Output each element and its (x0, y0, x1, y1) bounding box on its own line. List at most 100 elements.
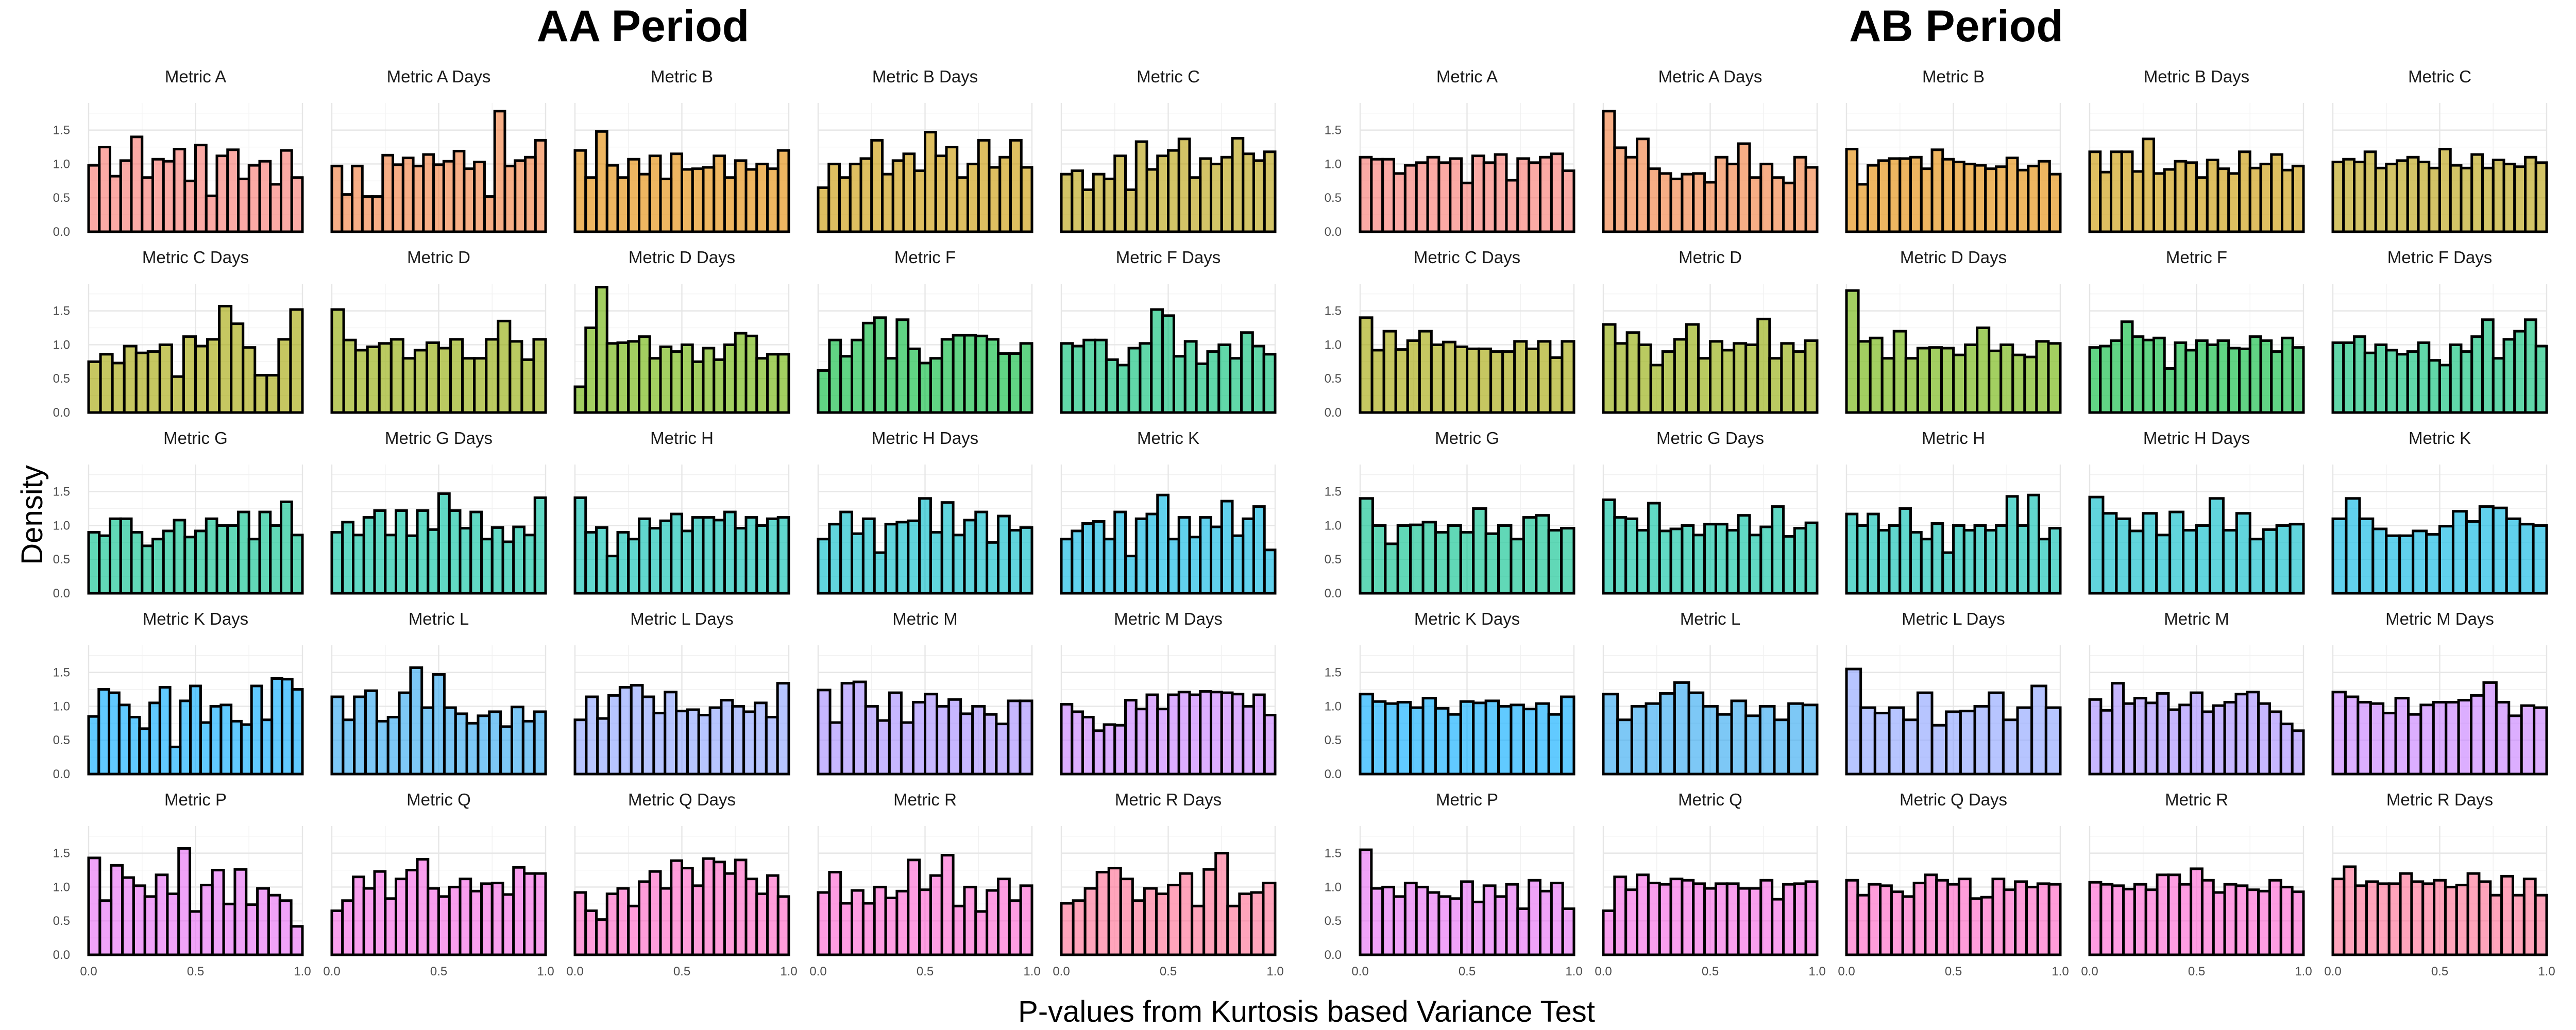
histogram-bar (291, 688, 304, 776)
histogram-bar (520, 358, 535, 414)
histogram-bar (1528, 161, 1541, 233)
histogram-bar (1263, 150, 1277, 233)
histogram-bar (2238, 347, 2251, 414)
histogram-bar (437, 347, 452, 414)
histogram-bar (998, 156, 1012, 233)
histogram-bar (2279, 885, 2294, 956)
facet-panel-aa-metric-f-days: Metric F Days (1060, 248, 1277, 414)
y-tick-label: 0.5 (53, 191, 70, 205)
histogram-bar (523, 534, 536, 595)
histogram-bar (713, 358, 726, 414)
histogram-bar (2142, 512, 2158, 595)
histogram-bar (2088, 346, 2102, 414)
histogram-bar (1748, 176, 1762, 233)
x-tick-label: 0.0 (323, 965, 340, 978)
histogram-bar (1920, 167, 1934, 233)
histogram-bar (1868, 883, 1882, 956)
histogram-bar (1941, 158, 1955, 233)
histogram-bar (2532, 524, 2548, 595)
histogram-bar (179, 699, 192, 776)
histogram-bar (659, 345, 673, 414)
y-tick-label: 1.0 (53, 880, 70, 894)
histogram-bar (2223, 883, 2238, 956)
histogram-bar (2195, 176, 2209, 233)
facet-title: Metric G Days (385, 428, 493, 448)
histogram-bar (1449, 157, 1463, 233)
histogram-bar (1071, 345, 1086, 414)
histogram-bar (1478, 347, 1493, 414)
histogram-bar (1771, 176, 1785, 233)
histogram-bar (1856, 894, 1871, 956)
histogram-bar (1240, 331, 1254, 414)
histogram-bar (817, 369, 831, 414)
histogram-bar (1602, 110, 1616, 233)
histogram-bar (1912, 882, 1927, 956)
histogram-bar (98, 899, 113, 956)
histogram-bar (1535, 702, 1550, 776)
histogram-bar (233, 868, 248, 956)
histogram-bar (895, 889, 910, 956)
histogram-bar (330, 164, 344, 233)
histogram-bar (523, 156, 537, 233)
histogram-bar (986, 889, 999, 956)
histogram-bar (1513, 340, 1528, 414)
histogram-bar (1636, 529, 1650, 595)
histogram-bar (681, 343, 694, 414)
histogram-bar (648, 154, 662, 233)
histogram-bar (98, 146, 111, 233)
histogram-bar (2371, 527, 2388, 595)
histogram-bar (2133, 883, 2147, 956)
histogram-bar (723, 176, 737, 233)
histogram-bar (2385, 349, 2398, 414)
histogram-bar (974, 510, 989, 595)
facet-panel-ab-metric-r: Metric R (2088, 790, 2305, 956)
histogram-bar (2248, 166, 2262, 233)
histogram-bar (110, 864, 124, 956)
histogram-bar (278, 899, 293, 956)
histogram-bar (734, 859, 748, 956)
histogram-bar (459, 527, 472, 595)
histogram-bar (1231, 136, 1245, 233)
histogram-bar (1721, 349, 1736, 414)
histogram-bar (1793, 882, 1807, 956)
histogram-bar (2111, 884, 2125, 956)
facet-panel-ab-metric-k: Metric K (2331, 428, 2548, 595)
histogram-bar (2023, 355, 2038, 414)
histogram-bar (2163, 367, 2177, 414)
histogram-bar (2270, 153, 2283, 233)
histogram-bar (2212, 704, 2226, 776)
histogram-bar (432, 163, 445, 233)
histogram-bar (1880, 357, 1895, 414)
histogram-bar (189, 684, 202, 776)
histogram-bar (2088, 698, 2103, 776)
histogram-bar (627, 538, 640, 595)
histogram-bar (1995, 524, 2008, 595)
histogram-bar (884, 357, 899, 414)
facet-panel-aa-metric-m-days: Metric M Days (1060, 609, 1277, 776)
facet-panel-aa-metric-f: Metric F (817, 248, 1033, 414)
histogram-bar (2291, 164, 2305, 233)
histogram-bar (253, 374, 268, 414)
histogram-bar (1916, 691, 1934, 776)
histogram-bar (432, 673, 446, 776)
histogram-bar (1384, 542, 1399, 595)
histogram-bar (681, 168, 694, 233)
histogram-bar (1242, 517, 1255, 595)
histogram-bar (2099, 345, 2112, 414)
x-tick-label: 0.0 (80, 965, 97, 978)
facet-panel-aa-metric-l: Metric L (330, 609, 547, 776)
y-tick-label: 1.5 (53, 485, 70, 499)
histogram-bar (1437, 895, 1452, 956)
x-tick-label: 0.5 (187, 965, 204, 978)
histogram-bar (148, 701, 161, 776)
facet-title: Metric B Days (872, 67, 978, 86)
histogram-bar (1434, 531, 1450, 595)
histogram-bar (2257, 702, 2271, 776)
histogram-bar (1737, 142, 1751, 233)
histogram-bar (280, 149, 293, 233)
histogram-bar (1547, 529, 1563, 595)
histogram-bar (2246, 888, 2260, 956)
facet-title: Metric R Days (1115, 790, 1222, 809)
histogram-bar (1210, 691, 1223, 776)
facet-panel-ab-metric-h: Metric H (1845, 428, 2062, 595)
